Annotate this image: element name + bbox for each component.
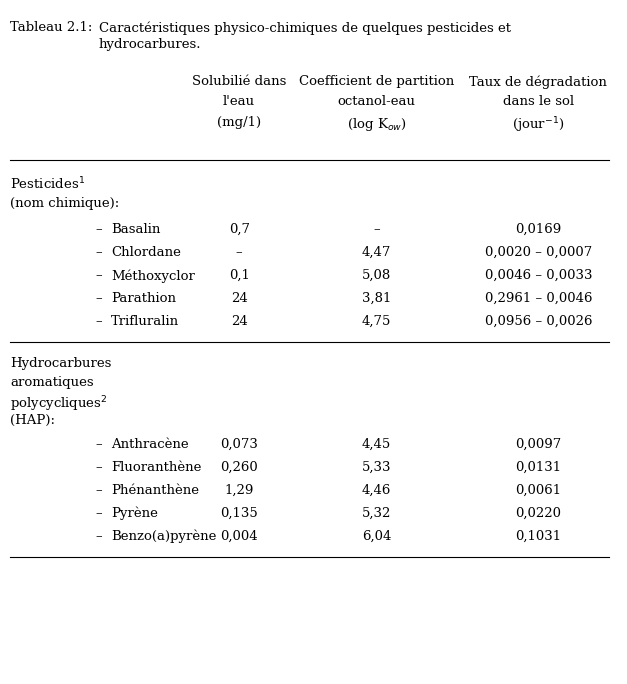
- Text: –: –: [95, 461, 102, 474]
- Text: 4,45: 4,45: [362, 438, 391, 451]
- Text: 6,04: 6,04: [362, 530, 391, 543]
- Text: Phénanthène: Phénanthène: [111, 484, 199, 497]
- Text: aromatiques: aromatiques: [10, 376, 94, 389]
- Text: 4,47: 4,47: [362, 246, 391, 259]
- Text: 0,135: 0,135: [220, 507, 258, 520]
- Text: –: –: [95, 438, 102, 451]
- Text: 0,260: 0,260: [220, 461, 258, 474]
- Text: dans le sol: dans le sol: [503, 95, 574, 108]
- Text: Tableau 2.1:: Tableau 2.1:: [10, 21, 93, 34]
- Text: 0,0169: 0,0169: [515, 223, 561, 236]
- Text: 0,2961 – 0,0046: 0,2961 – 0,0046: [485, 292, 592, 305]
- Text: –: –: [95, 292, 102, 305]
- Text: Solubilié dans: Solubilié dans: [192, 75, 287, 88]
- Text: (nom chimique):: (nom chimique):: [10, 198, 120, 211]
- Text: 4,46: 4,46: [362, 484, 391, 497]
- Text: Méthoxyclor: Méthoxyclor: [111, 269, 195, 282]
- Text: Chlordane: Chlordane: [111, 246, 181, 259]
- Text: octanol-eau: octanol-eau: [337, 95, 416, 108]
- Text: –: –: [95, 315, 102, 328]
- Text: 0,0131: 0,0131: [515, 461, 561, 474]
- Text: 0,0020 – 0,0007: 0,0020 – 0,0007: [485, 246, 592, 259]
- Text: Pesticides$^1$: Pesticides$^1$: [10, 176, 85, 192]
- Text: 3,81: 3,81: [362, 292, 391, 305]
- Text: 24: 24: [231, 315, 248, 328]
- Text: 5,08: 5,08: [362, 269, 391, 282]
- Text: 24: 24: [231, 292, 248, 305]
- Text: Fluoranthène: Fluoranthène: [111, 461, 201, 474]
- Text: Taux de dégradation: Taux de dégradation: [470, 75, 608, 89]
- Text: –: –: [95, 507, 102, 520]
- Text: 0,7: 0,7: [229, 223, 250, 236]
- Text: 5,32: 5,32: [362, 507, 391, 520]
- Text: 0,1031: 0,1031: [515, 530, 561, 543]
- Text: hydrocarbures.: hydrocarbures.: [99, 38, 201, 51]
- Text: Caractéristiques physico-chimiques de quelques pesticides et: Caractéristiques physico-chimiques de qu…: [99, 21, 511, 35]
- Text: –: –: [373, 223, 380, 236]
- Text: l'eau: l'eau: [223, 95, 255, 108]
- Text: Coefficient de partition: Coefficient de partition: [299, 75, 454, 88]
- Text: (jour$^{-1}$): (jour$^{-1}$): [512, 116, 564, 135]
- Text: –: –: [95, 246, 102, 259]
- Text: –: –: [95, 530, 102, 543]
- Text: –: –: [236, 246, 243, 259]
- Text: polycycliques$^2$: polycycliques$^2$: [10, 395, 108, 415]
- Text: 0,004: 0,004: [220, 530, 258, 543]
- Text: (mg/1): (mg/1): [217, 116, 261, 129]
- Text: 0,0046 – 0,0033: 0,0046 – 0,0033: [485, 269, 592, 282]
- Text: 0,0956 – 0,0026: 0,0956 – 0,0026: [485, 315, 592, 328]
- Text: 4,75: 4,75: [362, 315, 391, 328]
- Text: (log K$_{ow}$): (log K$_{ow}$): [347, 116, 406, 133]
- Text: Parathion: Parathion: [111, 292, 176, 305]
- Text: –: –: [95, 269, 102, 282]
- Text: 0,073: 0,073: [220, 438, 258, 451]
- Text: 0,1: 0,1: [229, 269, 250, 282]
- Text: 0,0220: 0,0220: [515, 507, 561, 520]
- Text: 5,33: 5,33: [362, 461, 391, 474]
- Text: Trifluralin: Trifluralin: [111, 315, 179, 328]
- Text: –: –: [95, 484, 102, 497]
- Text: Basalin: Basalin: [111, 223, 161, 236]
- Text: Benzo(a)pyrène: Benzo(a)pyrène: [111, 530, 216, 543]
- Text: 0,0061: 0,0061: [515, 484, 561, 497]
- Text: –: –: [95, 223, 102, 236]
- Text: 0,0097: 0,0097: [515, 438, 561, 451]
- Text: Anthracène: Anthracène: [111, 438, 189, 451]
- Text: (HAP):: (HAP):: [10, 414, 55, 427]
- Text: Pyrène: Pyrène: [111, 507, 158, 521]
- Text: 1,29: 1,29: [224, 484, 254, 497]
- Text: Hydrocarbures: Hydrocarbures: [10, 357, 112, 370]
